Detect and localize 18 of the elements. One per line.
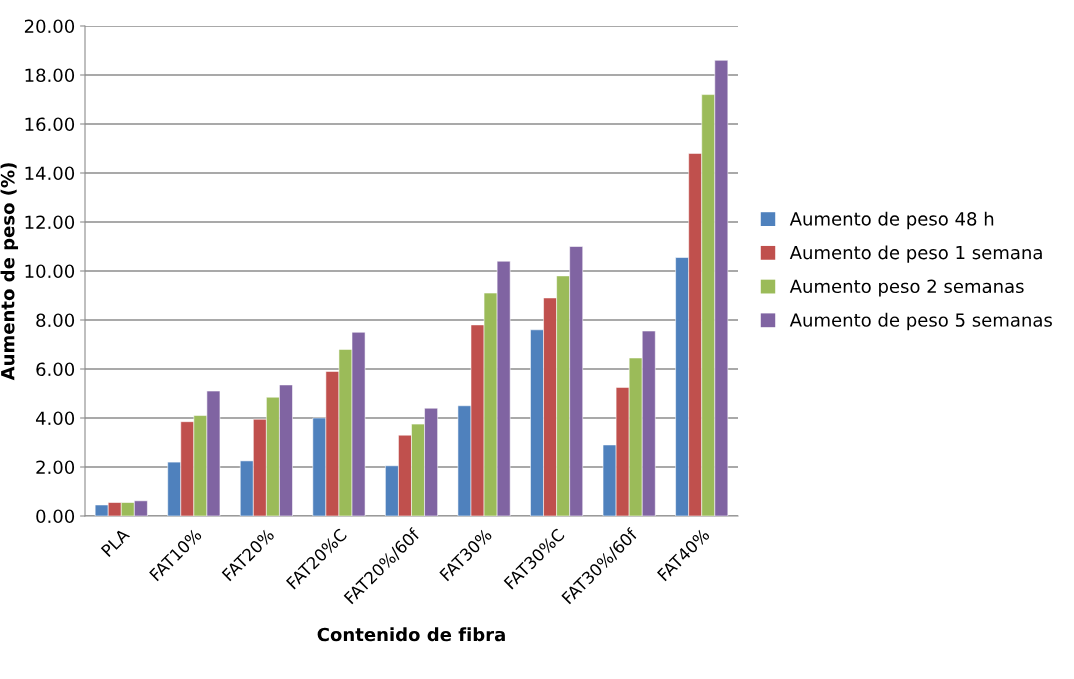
y-tick-label: 4.00 bbox=[35, 411, 75, 426]
x-tick-label: PLA bbox=[100, 527, 131, 557]
y-tick-label: 0.00 bbox=[36, 509, 75, 524]
y-tick-label: 20.00 bbox=[24, 19, 75, 34]
y-tick-label: 6.00 bbox=[36, 362, 75, 377]
y-tick-label: 12.00 bbox=[25, 215, 75, 230]
x-axis-title: Contenido de fibra bbox=[317, 627, 505, 642]
y-tick-label: 2.00 bbox=[36, 460, 75, 475]
y-tick-label: 8.00 bbox=[36, 313, 75, 328]
y-axis-title: Aumento de peso (%) bbox=[0, 163, 19, 381]
legend-label: Aumento de peso 5 semanas bbox=[789, 312, 1052, 331]
y-tick-label: 16.00 bbox=[25, 117, 75, 132]
legend-label: Aumento de peso 48 h bbox=[789, 211, 994, 230]
legend-label: Aumento peso 2 semanas bbox=[789, 279, 1024, 297]
y-tick-label: 18.00 bbox=[25, 68, 75, 83]
y-tick-label: 10.00 bbox=[25, 264, 75, 279]
legend-label: Aumento de peso 1 semana bbox=[789, 245, 1042, 263]
y-tick-label: 14.00 bbox=[25, 166, 75, 181]
